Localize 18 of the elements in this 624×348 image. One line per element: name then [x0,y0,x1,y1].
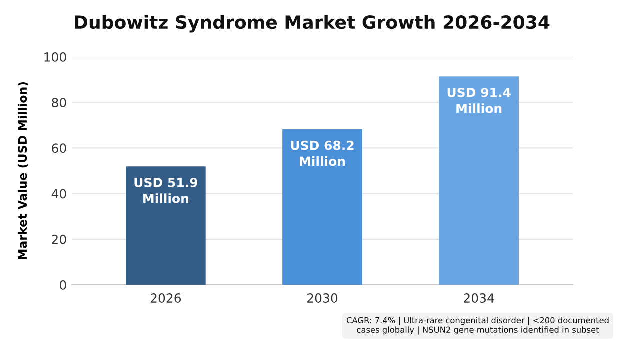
y-tick-label: 20 [52,234,66,244]
data-label: USD 91.4 Million [448,88,511,114]
x-tick-label: 2034 [464,294,494,304]
y-tick-label: 60 [52,144,66,154]
y-tick-label: 80 [52,98,66,108]
text: CAGR: 7.4% | Ultra-rare congenital disorder | <200 documented cases globally | NSUN2 gene mutations identified in subset [346,317,609,335]
x-tick-label: 2030 [308,294,338,304]
y-tick-label: 40 [52,189,66,199]
y-tick-label: 100 [44,52,66,62]
bar [126,166,206,285]
y-axis-title: Market Value (USD Million) [18,82,28,260]
bar [439,76,519,285]
data-label: USD 68.2 Million [291,140,354,166]
chart-title: Dubowitz Syndrome Market Growth 2026-2034 [75,15,550,33]
data-label: USD 51.9 Million [134,178,198,204]
x-tick-label: 2026 [150,294,182,304]
y-tick-label: 0 [60,280,66,290]
bar [282,130,362,285]
